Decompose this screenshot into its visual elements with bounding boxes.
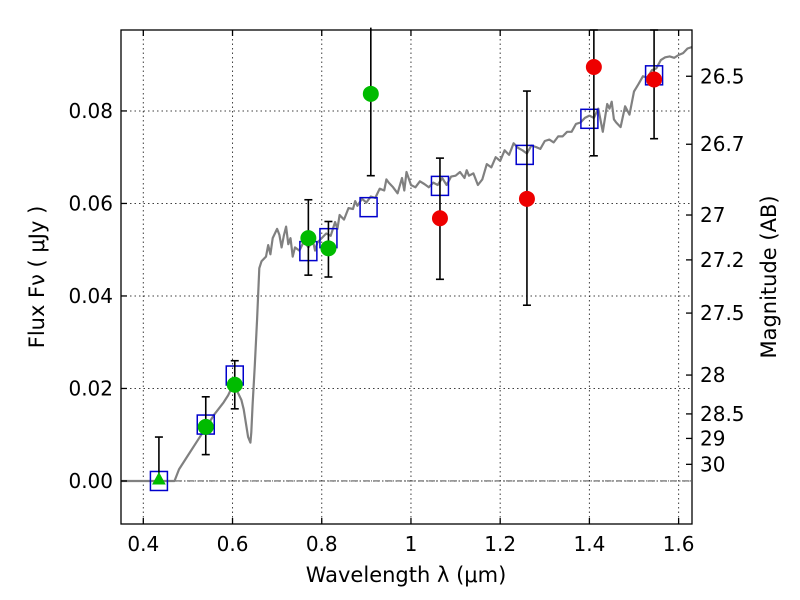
red-data-point bbox=[585, 59, 602, 76]
green-data-point bbox=[362, 85, 379, 102]
red-data-point bbox=[518, 190, 535, 207]
right-tick-label: 27 bbox=[700, 203, 725, 227]
green-data-point bbox=[300, 230, 317, 247]
x-tick-label: 0.8 bbox=[306, 532, 338, 556]
x-tick-label: 0.6 bbox=[217, 532, 249, 556]
y-tick-label: 0.08 bbox=[68, 99, 113, 123]
plot-frame bbox=[120, 29, 693, 525]
x-tick-label: 1 bbox=[405, 532, 418, 556]
axis-ticks: 0.4 0.6 0.8 1 1.2 1.4 1.6 0.00 0.02 0.04 0.06 0.08 2… bbox=[68, 30, 745, 556]
green-data-point bbox=[197, 418, 214, 435]
red-data-point bbox=[646, 71, 663, 88]
grid bbox=[121, 30, 692, 524]
upper-limit-marker bbox=[152, 471, 166, 485]
model-sed-line bbox=[121, 46, 693, 483]
model-band-square bbox=[515, 144, 534, 166]
right-tick-label: 30 bbox=[700, 452, 725, 476]
red-data-point bbox=[431, 210, 448, 227]
y-tick-label: 0.00 bbox=[68, 469, 113, 493]
x-axis-label: Wavelength λ (μm) bbox=[306, 563, 507, 587]
right-tick-label: 26.5 bbox=[700, 64, 745, 88]
right-tick-label: 28.5 bbox=[700, 402, 745, 426]
y-axis-label: Flux Fν ( μJy ) bbox=[25, 206, 49, 349]
green-data-point bbox=[320, 240, 337, 257]
right-tick-label: 26.7 bbox=[700, 132, 745, 156]
y-tick-label: 0.04 bbox=[68, 284, 113, 308]
model-band-square bbox=[359, 196, 378, 218]
plot-area bbox=[121, 27, 693, 492]
green-data-point bbox=[226, 376, 243, 393]
right-tick-label: 29 bbox=[700, 426, 725, 450]
y-tick-label: 0.06 bbox=[68, 191, 113, 215]
model-band-square bbox=[580, 108, 599, 130]
x-tick-label: 1.2 bbox=[484, 532, 516, 556]
y-axis-right-label: Magnitude (AB) bbox=[757, 195, 781, 358]
right-tick-label: 28 bbox=[700, 363, 725, 387]
y-tick-label: 0.02 bbox=[68, 376, 113, 400]
x-tick-label: 1.4 bbox=[573, 532, 605, 556]
x-tick-label: 1.6 bbox=[663, 532, 695, 556]
right-tick-label: 27.5 bbox=[700, 301, 745, 325]
x-tick-label: 0.4 bbox=[127, 532, 159, 556]
right-tick-label: 27.2 bbox=[700, 248, 745, 272]
